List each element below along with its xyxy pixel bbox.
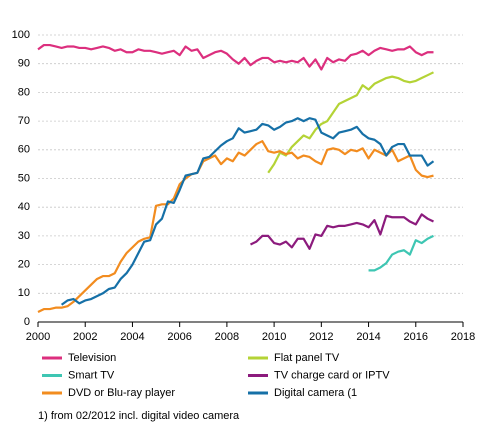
x-tick-label: 2010 bbox=[262, 331, 286, 343]
line-series bbox=[368, 234, 434, 272]
line-series bbox=[250, 213, 434, 250]
x-tick-label: 2002 bbox=[73, 331, 97, 343]
y-tick-label: 10 bbox=[18, 287, 30, 299]
footnote: 1) from 02/2012 incl. digital video came… bbox=[38, 410, 240, 422]
x-tick-label: 2016 bbox=[404, 331, 428, 343]
x-tick-label: 2012 bbox=[309, 331, 333, 343]
y-tick-label: 0 bbox=[24, 316, 30, 328]
x-tick-label: 2018 bbox=[451, 331, 475, 343]
legend-label: TV charge card or IPTV bbox=[274, 369, 390, 381]
y-tick-label: 60 bbox=[18, 144, 30, 156]
y-tick-label: 100 bbox=[12, 29, 30, 41]
x-tick-label: 2006 bbox=[167, 331, 191, 343]
legend-label: DVD or Blu-ray player bbox=[68, 387, 175, 399]
x-tick-label: 2008 bbox=[215, 331, 239, 343]
y-tick-label: 20 bbox=[18, 259, 30, 271]
legend-label: Television bbox=[68, 352, 116, 364]
legend-label: Smart TV bbox=[68, 369, 115, 381]
x-tick-label: 2000 bbox=[26, 331, 50, 343]
line-series bbox=[37, 43, 434, 71]
y-tick-label: 80 bbox=[18, 86, 30, 98]
y-tick-label: 50 bbox=[18, 172, 30, 184]
x-tick-label: 2004 bbox=[120, 331, 144, 343]
line-series bbox=[267, 71, 434, 174]
x-tick-label: 2014 bbox=[356, 331, 380, 343]
y-tick-label: 40 bbox=[18, 201, 30, 213]
y-tick-label: 70 bbox=[18, 115, 30, 127]
y-tick-label: 30 bbox=[18, 230, 30, 242]
line-series bbox=[60, 117, 435, 306]
legend-label: Flat panel TV bbox=[274, 352, 340, 364]
y-tick-label: 90 bbox=[18, 58, 30, 70]
legend-label: Digital camera (1 bbox=[274, 387, 357, 399]
line-series bbox=[37, 140, 434, 313]
